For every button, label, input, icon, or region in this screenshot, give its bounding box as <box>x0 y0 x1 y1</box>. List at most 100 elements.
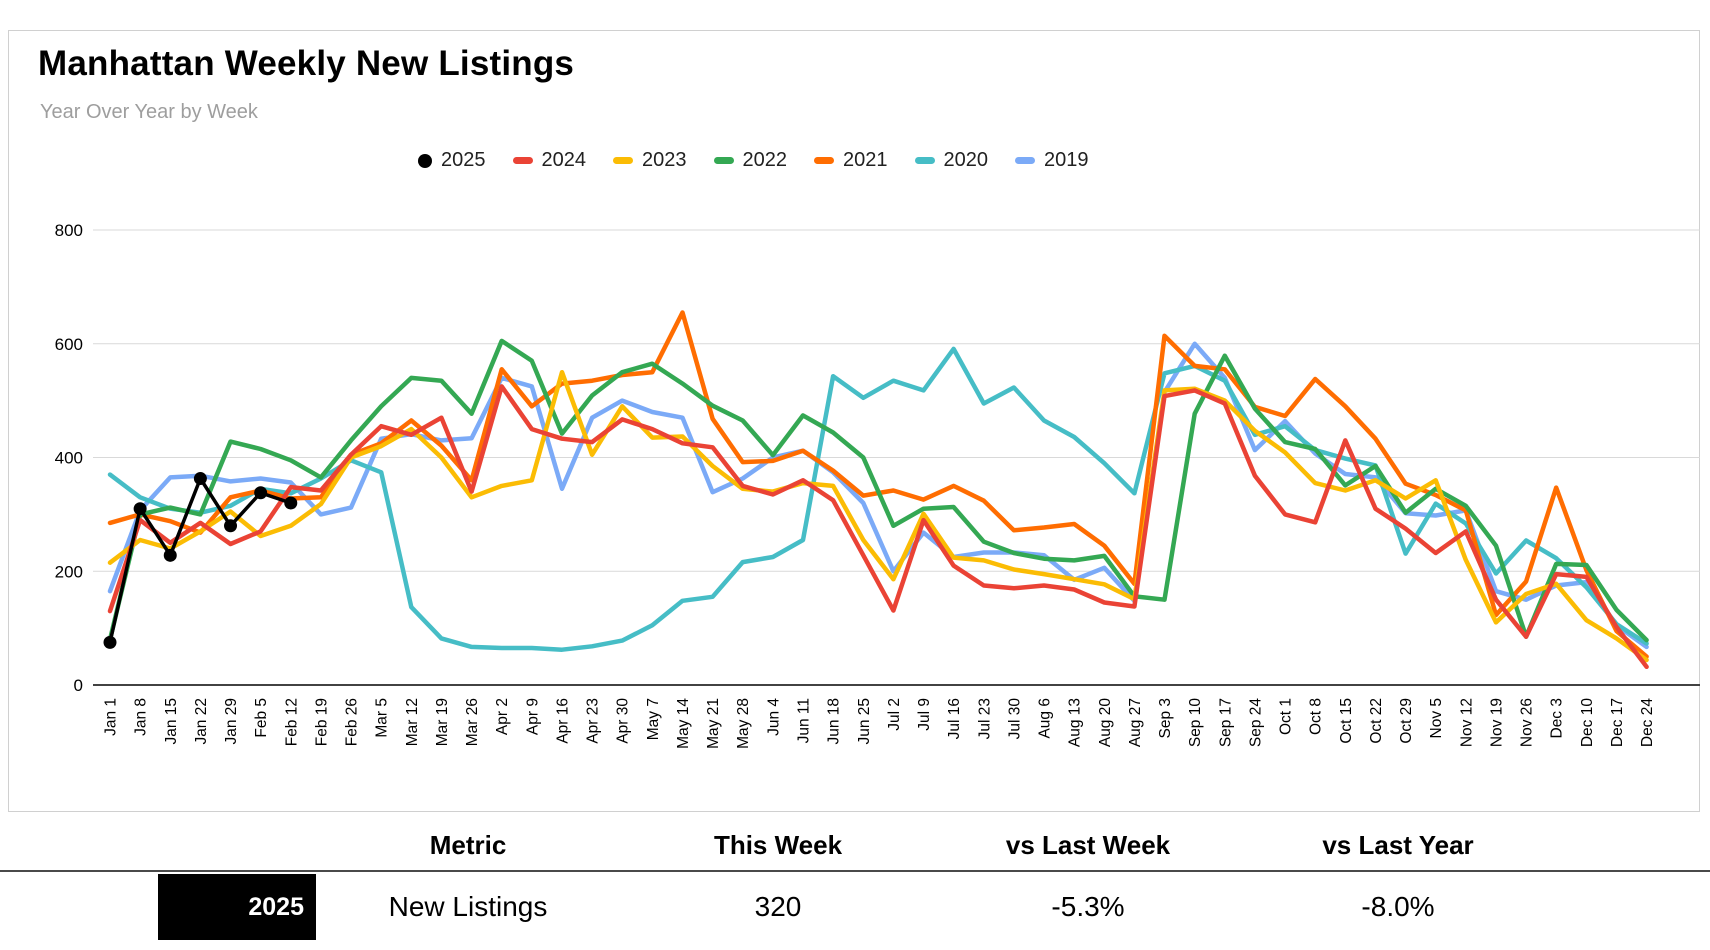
legend-marker-2025 <box>418 153 432 168</box>
x-tick-label: Feb 12 <box>283 698 300 746</box>
x-tick-label: Dec 10 <box>1579 698 1596 747</box>
table-cell-vs-last-week: -5.3% <box>1051 891 1125 922</box>
y-tick-label: 400 <box>55 449 83 468</box>
y-tick-label: 0 <box>74 676 83 695</box>
data-point-2025 <box>224 519 238 533</box>
x-tick-label: Oct 1 <box>1278 698 1295 735</box>
x-tick-label: Dec 3 <box>1549 698 1566 739</box>
y-tick-label: 600 <box>55 335 83 354</box>
x-tick-label: Jun 25 <box>856 698 873 745</box>
series-line-2021 <box>107 310 1649 659</box>
legend-label-2024: 2024 <box>541 149 587 171</box>
x-tick-label: Jun 11 <box>795 698 812 743</box>
data-point-2025 <box>284 496 298 510</box>
x-tick-label: Feb 5 <box>253 698 270 738</box>
legend-marker-2024 <box>512 157 533 164</box>
x-tick-label: Jan 22 <box>193 698 210 745</box>
x-tick-label: Sep 17 <box>1217 698 1234 747</box>
x-tick-label: Aug 6 <box>1037 698 1054 739</box>
x-tick-label: Aug 27 <box>1127 698 1144 747</box>
x-tick-label: Apr 16 <box>554 698 571 744</box>
table-header-vs-last-year: vs Last Year <box>1322 830 1474 860</box>
legend-label-2023: 2023 <box>642 149 687 171</box>
x-tick-label: Apr 9 <box>524 698 541 735</box>
x-tick-label: May 28 <box>735 698 752 749</box>
x-tick-label: Jul 9 <box>916 698 933 731</box>
chart-subtitle: Year Over Year by Week <box>40 101 258 123</box>
legend-marker-2022 <box>713 157 734 164</box>
x-tick-label: Mar 5 <box>374 698 391 738</box>
x-tick-label: Nov 19 <box>1488 698 1505 747</box>
x-tick-label: May 21 <box>705 698 722 749</box>
table-header-vs-last-week: vs Last Week <box>1005 830 1171 860</box>
table-cell-metric: New Listings <box>388 891 548 922</box>
data-point-2025 <box>163 548 177 562</box>
data-point-2025 <box>133 502 147 516</box>
legend-item-2019: 2019 <box>1015 149 1089 172</box>
table-header-metric: Metric <box>429 830 507 860</box>
chart-title: Manhattan Weekly New Listings <box>38 44 575 83</box>
x-tick-label: May 7 <box>645 698 662 740</box>
legend-marker-2019 <box>1015 157 1035 164</box>
chart-legend: 2025 2024 2023 2022 2021 2020 2019 <box>418 149 1089 172</box>
x-tick-label: Apr 30 <box>615 698 632 744</box>
x-tick-label: Dec 24 <box>1639 698 1656 747</box>
x-tick-label: Feb 19 <box>313 698 330 746</box>
x-tick-label: Jan 8 <box>133 698 150 736</box>
x-tick-label: Oct 29 <box>1398 698 1415 744</box>
x-tick-label: Jun 18 <box>826 698 843 745</box>
table-header-this-week: This Week <box>713 830 843 860</box>
x-tick-label: Feb 26 <box>344 698 361 746</box>
year-badge: 2025 <box>158 874 316 940</box>
x-tick-label: Jul 16 <box>946 698 963 739</box>
x-tick-label: Nov 5 <box>1428 698 1445 739</box>
x-tick-label: Oct 22 <box>1368 698 1385 744</box>
x-tick-label: Nov 12 <box>1458 698 1475 747</box>
series-line-2020 <box>107 346 1649 652</box>
x-tick-label: Jun 4 <box>765 698 782 736</box>
legend-marker-2021 <box>814 157 834 164</box>
data-point-2025 <box>193 472 207 486</box>
series-line-2023 <box>107 369 1649 663</box>
legend-marker-2023 <box>613 157 633 164</box>
x-tick-label: Jan 1 <box>103 698 120 736</box>
x-tick-label: Dec 17 <box>1609 698 1626 747</box>
x-tick-label: Oct 8 <box>1308 698 1325 735</box>
table-cell-vs-last-year: -8.0% <box>1361 891 1435 922</box>
x-tick-label: May 14 <box>675 698 692 749</box>
line-chart: 0 200 400 600 800 Jan 1 Jan 8 Jan 15 Jan 22 Jan 2… <box>55 221 1700 749</box>
legend-item-2025: 2025 <box>418 149 486 172</box>
x-tick-label: Nov 26 <box>1519 698 1536 747</box>
x-tick-label: Mar 12 <box>404 698 421 746</box>
x-tick-label: Sep 10 <box>1187 698 1204 748</box>
x-tick-label: Apr 2 <box>494 698 511 735</box>
x-tick-label: Mar 19 <box>434 698 451 746</box>
legend-item-2024: 2024 <box>512 149 587 172</box>
legend-item-2023: 2023 <box>613 149 687 172</box>
legend-marker-2020 <box>914 157 935 164</box>
table-cell-this-week: 320 <box>754 891 802 922</box>
x-tick-label: Jan 15 <box>163 698 180 745</box>
legend-label-2019: 2019 <box>1044 149 1089 171</box>
y-tick-label: 200 <box>55 562 83 581</box>
legend-item-2022: 2022 <box>713 149 788 172</box>
data-point-2025 <box>254 486 268 500</box>
x-tick-label: Aug 20 <box>1097 698 1114 748</box>
table-divider <box>0 870 1710 872</box>
data-point-2025 <box>103 635 117 649</box>
x-tick-label: Apr 23 <box>585 698 602 744</box>
x-tick-label: Oct 15 <box>1338 698 1355 744</box>
legend-label-2022: 2022 <box>742 149 788 171</box>
x-tick-label: Jul 30 <box>1006 698 1023 740</box>
legend-label-2025: 2025 <box>441 149 486 171</box>
chart-card <box>8 30 1700 812</box>
x-tick-label: Sep 24 <box>1247 698 1264 748</box>
x-tick-label: Jul 23 <box>976 698 993 739</box>
legend-label-2020: 2020 <box>943 149 989 171</box>
x-tick-label: Jul 2 <box>886 698 903 731</box>
series-line-2024 <box>107 384 1649 670</box>
y-tick-label: 800 <box>55 221 83 240</box>
legend-item-2020: 2020 <box>914 149 989 172</box>
x-tick-label: Mar 26 <box>464 698 481 746</box>
